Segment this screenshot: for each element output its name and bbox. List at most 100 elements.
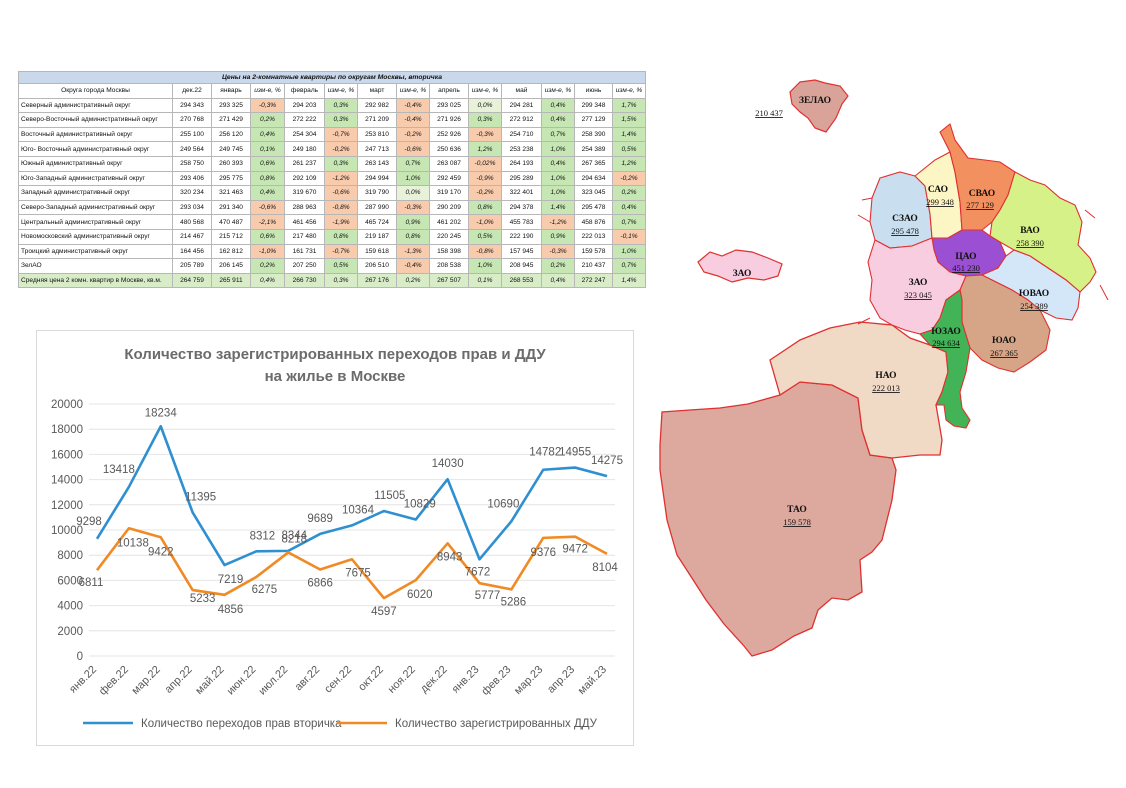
price-cell: 299 348 [574, 97, 613, 114]
change-percent-cell: -0,3% [396, 199, 430, 216]
change-percent-cell: -0,1% [611, 228, 647, 245]
data-label-secondary: 9689 [307, 513, 333, 525]
price-cell: 222 190 [501, 228, 542, 245]
price-cell: 320 234 [172, 185, 212, 201]
price-cell: 272 222 [284, 112, 325, 128]
price-cell: 253 238 [501, 141, 542, 157]
price-cell: 470 487 [211, 214, 251, 230]
price-cell: 214 467 [172, 228, 212, 245]
table-header-cell: май [501, 83, 542, 99]
table-header-row: Округа города Москвы дек.22 январь изм-е, %… [18, 83, 647, 99]
price-cell: 277 129 [574, 112, 613, 128]
data-label-secondary: 14030 [432, 458, 464, 470]
data-label-ddu: 4856 [218, 604, 244, 616]
change-percent-cell: 0,2% [541, 258, 575, 274]
price-cell: 270 768 [172, 112, 212, 128]
chart-title-line: на жилье в Москве [265, 368, 406, 385]
map-district-name-yuvao: ЮВАО [1019, 289, 1049, 299]
change-percent-cell: 1,0% [541, 141, 575, 157]
district-name-cell: Новомосковский административный округ [18, 228, 173, 245]
change-percent-cell: 0,4% [541, 155, 575, 172]
data-label-secondary: 14955 [559, 447, 591, 459]
data-label-ddu: 6275 [252, 584, 278, 596]
map-district-price-tao: 159 578 [783, 517, 811, 527]
price-cell: 161 731 [284, 243, 325, 260]
price-cell: 206 510 [357, 258, 397, 274]
price-cell: 319 790 [357, 185, 397, 201]
y-tick-label: 18000 [51, 424, 83, 436]
price-cell: 272 912 [501, 112, 542, 128]
price-cell: 255 100 [172, 126, 212, 143]
price-cell: 254 710 [501, 126, 542, 143]
x-tick-label: янв.22 [67, 664, 99, 696]
change-percent-cell: -0,6% [324, 185, 358, 201]
price-table: Цены на 2-комнатные квартиры по округам … [17, 71, 647, 289]
change-percent-cell: 0,7% [611, 258, 647, 274]
y-tick-label: 8000 [57, 550, 83, 562]
change-percent-cell: -0,4% [396, 112, 430, 128]
change-percent-cell: -0,9% [468, 170, 502, 187]
y-tick-label: 0 [77, 651, 83, 663]
table-header-cell: июнь [574, 83, 613, 99]
table-header-cell: апрель [429, 83, 469, 99]
map-district-name-yuao: ЮАО [992, 336, 1016, 346]
table-header-cell: дек.22 [172, 83, 212, 99]
change-percent-cell: 0,8% [468, 199, 502, 216]
map-district-price-yuzao: 294 634 [932, 338, 960, 348]
change-percent-cell: -0,8% [324, 199, 358, 216]
price-cell: 455 783 [501, 214, 542, 230]
change-percent-cell: 1,4% [541, 199, 575, 216]
change-percent-cell: 1,5% [611, 112, 647, 128]
price-cell: 267 365 [574, 155, 613, 172]
change-percent-cell: -0,2% [396, 126, 430, 143]
price-cell: 291 340 [211, 199, 251, 216]
map-district-price-vao: 258 390 [1016, 238, 1044, 248]
district-nao [769, 321, 949, 459]
change-percent-cell: 0,3% [324, 155, 358, 172]
map-district-price-svao: 277 129 [966, 200, 994, 210]
price-cell: 480 568 [172, 214, 212, 230]
data-label-secondary: 11395 [185, 491, 216, 503]
change-percent-cell: -0,2% [611, 170, 647, 187]
table-header-cell: февраль [284, 83, 325, 99]
price-cell: 458 876 [574, 214, 613, 230]
price-cell: 258 750 [172, 155, 212, 172]
price-cell: 219 187 [357, 228, 397, 245]
price-cell: 272 247 [574, 272, 613, 289]
x-tick-label: апр.22 [163, 664, 195, 696]
price-cell: 159 618 [357, 243, 397, 260]
series-line-secondary-transfers [95, 424, 608, 567]
price-cell: 295 289 [501, 170, 542, 187]
x-tick-label: июн.22 [225, 664, 259, 698]
change-percent-cell: -0,02% [468, 155, 502, 172]
change-percent-cell: -0,3% [468, 126, 502, 143]
price-cell: 210 437 [574, 258, 613, 274]
price-cell: 323 045 [574, 185, 613, 201]
data-label-ddu: 8104 [592, 562, 618, 574]
y-tick-label: 20000 [51, 399, 83, 411]
data-label-ddu: 6020 [407, 589, 433, 601]
price-cell: 267 507 [429, 272, 469, 289]
data-label-ddu: 4597 [371, 606, 397, 618]
data-label-secondary: 8344 [281, 530, 307, 542]
series-line-ddu [95, 526, 608, 600]
x-tick-label: сен.22 [322, 664, 354, 696]
price-cell: 159 578 [574, 243, 613, 260]
data-label-secondary: 13418 [103, 464, 135, 476]
district-name-cell: Южный административный округ [18, 155, 173, 172]
price-cell: 222 013 [574, 228, 613, 245]
data-label-secondary: 10829 [404, 499, 436, 511]
x-tick-label: дек.22 [418, 664, 450, 696]
x-tick-label: июл.22 [257, 664, 291, 698]
x-tick-label: май.23 [576, 664, 609, 697]
table-header-cell: Округа города Москвы [18, 83, 173, 99]
district-name-cell: Северо-Восточный административный округ [18, 112, 173, 128]
change-percent-cell: 0,5% [611, 141, 647, 157]
price-cell: 292 109 [284, 170, 325, 187]
price-cell: 293 034 [172, 199, 212, 216]
price-cell: 260 393 [211, 155, 251, 172]
map-district-name-zao: ЗАО [909, 278, 928, 288]
price-cell: 258 390 [574, 126, 613, 143]
price-cell: 290 209 [429, 199, 469, 216]
